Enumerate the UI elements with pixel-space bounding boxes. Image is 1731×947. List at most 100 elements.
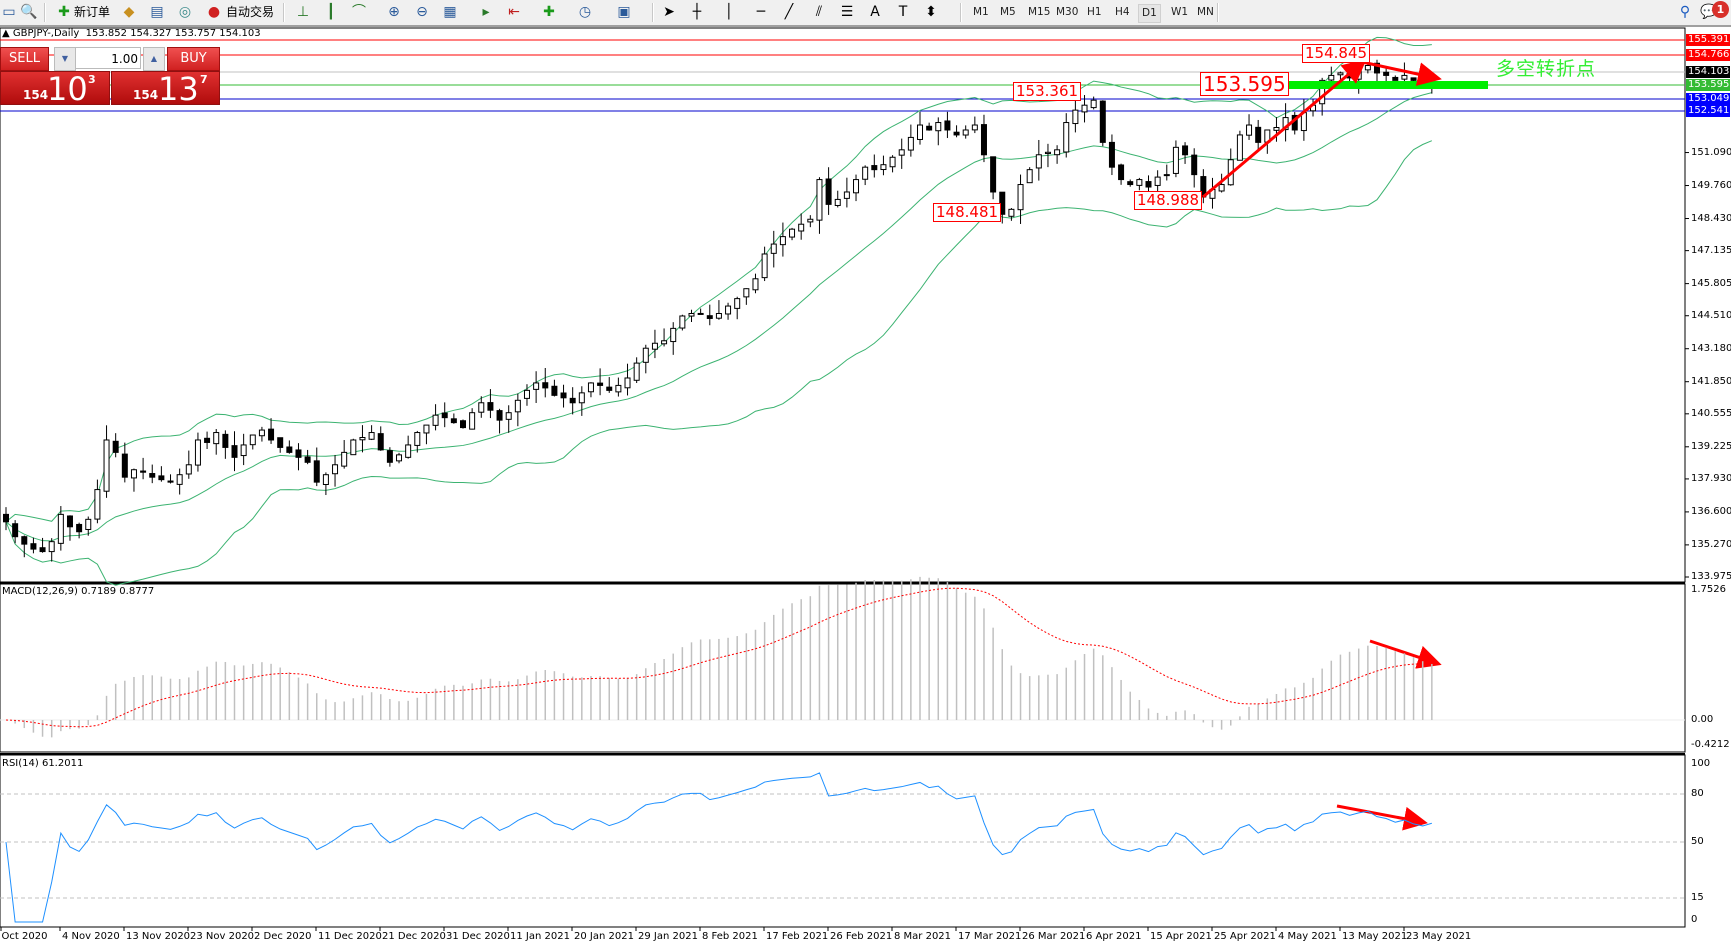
navigator-icon[interactable]: ▤ xyxy=(150,4,164,20)
candle-bullish xyxy=(651,342,658,350)
trendline-icon[interactable]: ╱ xyxy=(784,4,794,20)
candle-bearish xyxy=(871,165,878,171)
lot-increase-button[interactable]: ▲ xyxy=(143,47,165,71)
templates-icon[interactable]: ▣ xyxy=(617,4,631,20)
candle-bearish xyxy=(706,315,713,319)
timeframe-m5[interactable]: M5 xyxy=(1000,6,1016,18)
candle-bearish xyxy=(569,397,576,404)
toolbar-separator xyxy=(960,3,962,22)
candle-bearish xyxy=(1191,154,1198,176)
buy-price[interactable]: 154 13 7 xyxy=(111,70,220,108)
sell-button[interactable]: SELL xyxy=(0,47,49,71)
sell-price[interactable]: 154 10 3 xyxy=(0,70,110,108)
sell-price-main: 10 xyxy=(47,70,88,108)
cursor-icon[interactable]: ➤ xyxy=(663,4,675,20)
candle-bearish xyxy=(1127,181,1134,186)
candle-bearish xyxy=(1410,77,1417,81)
pivot-note-text[interactable]: 多空转折点 xyxy=(1496,58,1597,80)
annotation-swing-low-label[interactable]: 148.988 xyxy=(1134,191,1203,210)
candle-bullish xyxy=(432,414,439,426)
zoom-in-icon[interactable]: ⊕ xyxy=(388,4,400,20)
candle-bullish xyxy=(514,399,521,413)
collapse-triangle-icon[interactable]: ▲ xyxy=(2,28,13,39)
annotation-pivot-label[interactable]: 153.595 xyxy=(1200,72,1289,96)
chart-shift-icon[interactable]: ⇤ xyxy=(508,4,520,20)
candle-bearish xyxy=(377,433,384,451)
time-tick-label: 31 Dec 2020 xyxy=(446,931,510,942)
auto-trading-icon[interactable]: ● xyxy=(207,4,221,20)
level-price-label: 155.391 xyxy=(1686,34,1730,46)
timeframe-m1[interactable]: M1 xyxy=(973,6,989,18)
candle-bearish xyxy=(551,385,558,396)
price-tick-label: 140.555 xyxy=(1691,407,1731,419)
candle-bullish xyxy=(725,305,732,315)
line-chart-icon[interactable]: ⌒ xyxy=(352,4,366,20)
timeframe-m30[interactable]: M30 xyxy=(1056,6,1079,18)
candle-bullish xyxy=(642,347,649,363)
macd-divergence-arrow xyxy=(1369,639,1442,669)
zoom-out-icon[interactable]: ⊖ xyxy=(416,4,428,20)
lot-decrease-button[interactable]: ▼ xyxy=(54,47,76,71)
search-icon[interactable]: ⚲ xyxy=(1679,4,1691,20)
candle-bullish xyxy=(85,518,92,530)
buy-price-pip: 7 xyxy=(200,73,208,86)
candle-bullish xyxy=(478,402,485,413)
text-label-icon[interactable]: T xyxy=(898,4,908,20)
candle-bullish xyxy=(396,454,403,462)
time-tick-label: 4 Nov 2020 xyxy=(62,931,120,942)
indicators-icon[interactable]: ✚ xyxy=(543,4,555,20)
candle-bullish xyxy=(1355,69,1362,80)
time-tick-label: 23 May 2021 xyxy=(1406,931,1472,942)
candle-bearish xyxy=(30,543,37,550)
timeframe-mn[interactable]: MN xyxy=(1197,6,1214,18)
annotation-high-label[interactable]: 154.845 xyxy=(1302,44,1371,63)
candle-bullish xyxy=(57,513,64,544)
bollinger-upper-line xyxy=(5,36,1432,523)
new-order-icon[interactable]: ✚ xyxy=(58,4,70,20)
metaeditor-icon[interactable]: ◆ xyxy=(123,4,135,20)
candle-bullish xyxy=(1236,134,1243,161)
market-watch-icon[interactable]: 🔍 xyxy=(20,4,38,20)
candle-bullish xyxy=(1136,179,1143,186)
fibonacci-icon[interactable]: ☰ xyxy=(840,4,854,20)
candle-bearish xyxy=(66,515,73,528)
text-icon[interactable]: A xyxy=(870,4,880,20)
timeframe-m15[interactable]: M15 xyxy=(1028,6,1051,18)
time-tick-label: 26 Feb 2021 xyxy=(830,931,893,942)
lot-size-input[interactable]: 1.00 xyxy=(75,47,141,69)
horizontal-line-icon[interactable]: ─ xyxy=(756,4,766,20)
candle-bullish xyxy=(1401,74,1408,80)
new-order-button[interactable]: 新订单 xyxy=(74,5,111,19)
crosshair-icon[interactable]: ┼ xyxy=(692,4,702,20)
tile-windows-icon[interactable]: ▦ xyxy=(443,4,457,20)
macd-label: MACD(12,26,9) 0.7189 0.8777 xyxy=(2,586,155,597)
equidistant-channel-icon[interactable]: ⫽ xyxy=(815,4,823,20)
time-tick-label: 6 Oct 2020 xyxy=(0,931,48,942)
bar-chart-icon[interactable]: ⊥ xyxy=(296,4,310,20)
candlestick-chart-icon[interactable]: ┃ xyxy=(326,4,336,20)
timeframe-h1[interactable]: H1 xyxy=(1087,6,1102,18)
rsi-tick-label: 80 xyxy=(1691,788,1704,799)
time-tick-label: 23 Nov 2020 xyxy=(190,931,255,942)
candle-bullish xyxy=(670,327,677,343)
candle-bearish xyxy=(560,392,567,399)
periods-icon[interactable]: ◷ xyxy=(578,4,592,20)
time-tick-label: 8 Mar 2021 xyxy=(894,931,952,942)
timeframe-h4[interactable]: H4 xyxy=(1115,6,1130,18)
candle-bearish xyxy=(1145,181,1152,188)
buy-price-prefix: 154 xyxy=(133,88,159,102)
auto-scroll-icon[interactable]: ▸ xyxy=(482,4,490,20)
arrows-icon[interactable]: ⬍ xyxy=(925,4,937,20)
candle-bearish xyxy=(140,470,147,473)
buy-button[interactable]: BUY xyxy=(167,47,220,71)
annotation-low-label[interactable]: 148.481 xyxy=(933,203,1002,222)
vertical-line-icon[interactable]: │ xyxy=(724,4,734,20)
toolbar-separator xyxy=(44,3,46,22)
annotation-peak-label[interactable]: 153.361 xyxy=(1013,82,1082,101)
chart-window-icon[interactable]: ▭ xyxy=(2,4,16,20)
signals-icon[interactable]: ◎ xyxy=(178,4,192,20)
timeframe-d1[interactable]: D1 xyxy=(1138,4,1161,23)
timeframe-w1[interactable]: W1 xyxy=(1171,6,1189,18)
auto-trading-button[interactable]: 自动交易 xyxy=(226,5,275,19)
